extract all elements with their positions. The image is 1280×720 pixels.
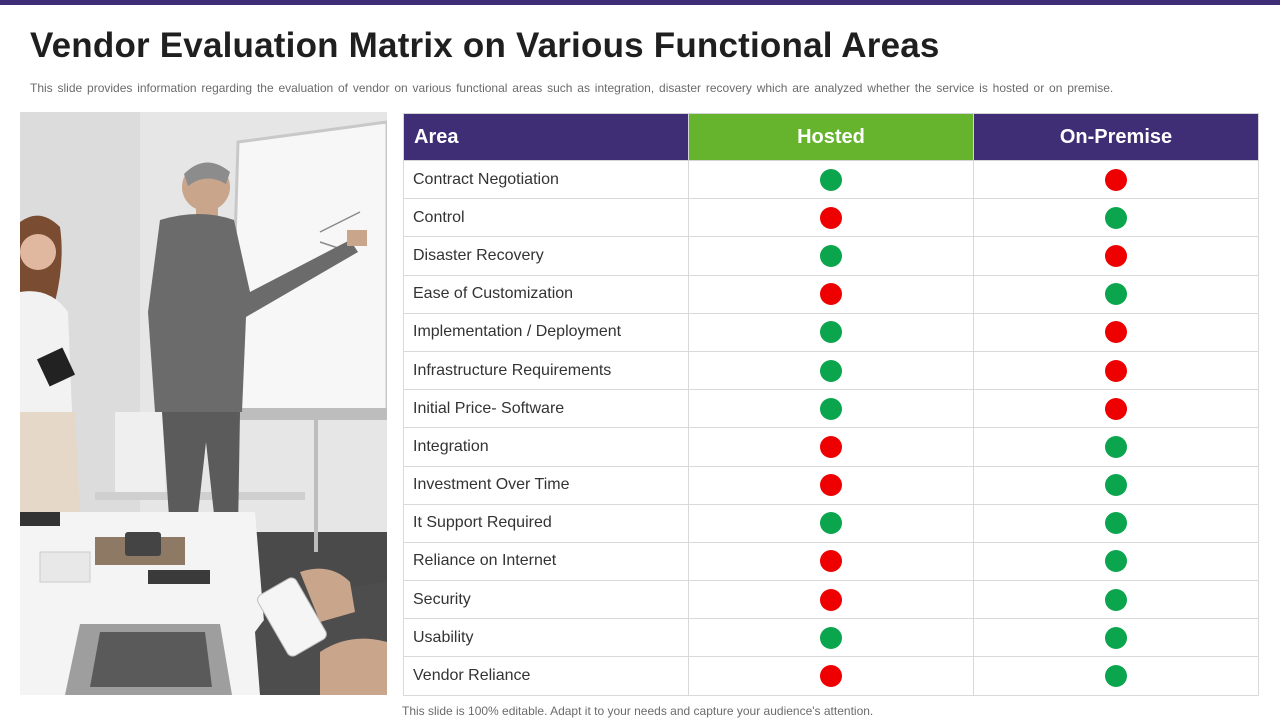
area-cell: Implementation / Deployment <box>403 312 689 352</box>
green-status-dot-icon <box>820 321 842 344</box>
table-row: Vendor Reliance <box>403 656 1259 696</box>
hosted-cell <box>688 389 974 429</box>
green-status-dot-icon <box>1105 474 1127 497</box>
red-status-dot-icon <box>1105 359 1127 382</box>
table-body: Contract Negotiation Control Disaster Reco… <box>403 159 1259 696</box>
green-status-dot-icon <box>1105 435 1127 458</box>
top-accent-bar <box>0 0 1280 5</box>
hosted-cell <box>688 541 974 582</box>
red-status-dot-icon <box>1105 397 1127 420</box>
table-row: It Support Required <box>403 503 1259 543</box>
header-area: Area <box>403 113 689 161</box>
on-premise-cell <box>973 656 1259 696</box>
green-status-dot-icon <box>820 397 842 420</box>
table-row: Usability <box>403 618 1259 658</box>
area-cell: Integration <box>403 427 689 467</box>
area-cell: It Support Required <box>403 503 689 543</box>
hosted-cell <box>688 465 974 505</box>
on-premise-cell <box>973 198 1259 238</box>
presentation-photo <box>20 112 387 695</box>
red-status-dot-icon <box>820 435 842 458</box>
area-cell: Ease of Customization <box>403 274 689 314</box>
table-row: Investment Over Time <box>403 465 1259 505</box>
on-premise-cell <box>973 541 1259 582</box>
area-cell: Control <box>403 198 689 238</box>
table-row: Reliance on Internet <box>403 541 1259 582</box>
area-cell: Initial Price- Software <box>403 389 689 429</box>
red-status-dot-icon <box>820 665 842 688</box>
table-row: Contract Negotiation <box>403 159 1259 200</box>
red-status-dot-icon <box>1105 168 1127 191</box>
header-hosted: Hosted <box>688 113 974 161</box>
on-premise-cell <box>973 580 1259 620</box>
area-cell: Contract Negotiation <box>403 159 689 200</box>
green-status-dot-icon <box>820 626 842 649</box>
area-cell: Security <box>403 580 689 620</box>
on-premise-cell <box>973 503 1259 543</box>
hosted-cell <box>688 274 974 314</box>
red-status-dot-icon <box>820 588 842 611</box>
area-cell: Reliance on Internet <box>403 541 689 582</box>
on-premise-cell <box>973 427 1259 467</box>
hosted-cell <box>688 350 974 391</box>
table-row: Integration <box>403 427 1259 467</box>
table-row: Implementation / Deployment <box>403 312 1259 352</box>
table-row: Disaster Recovery <box>403 236 1259 276</box>
green-status-dot-icon <box>820 168 842 191</box>
table-row: Ease of Customization <box>403 274 1259 314</box>
on-premise-cell <box>973 274 1259 314</box>
green-status-dot-icon <box>1105 550 1127 573</box>
green-status-dot-icon <box>820 359 842 382</box>
green-status-dot-icon <box>1105 206 1127 229</box>
hosted-cell <box>688 656 974 696</box>
area-cell: Vendor Reliance <box>403 656 689 696</box>
area-cell: Usability <box>403 618 689 658</box>
on-premise-cell <box>973 618 1259 658</box>
header-on-premise: On-Premise <box>973 113 1259 161</box>
on-premise-cell <box>973 350 1259 391</box>
hosted-cell <box>688 427 974 467</box>
green-status-dot-icon <box>1105 283 1127 306</box>
on-premise-cell <box>973 236 1259 276</box>
red-status-dot-icon <box>1105 321 1127 344</box>
table-header-row: Area Hosted On-Premise <box>403 113 1259 161</box>
table-row: Security <box>403 580 1259 620</box>
table-row: Initial Price- Software <box>403 389 1259 429</box>
slide-title: Vendor Evaluation Matrix on Various Func… <box>30 26 940 65</box>
green-status-dot-icon <box>820 512 842 535</box>
on-premise-cell <box>973 389 1259 429</box>
area-cell: Investment Over Time <box>403 465 689 505</box>
red-status-dot-icon <box>820 550 842 573</box>
hosted-cell <box>688 312 974 352</box>
green-status-dot-icon <box>1105 588 1127 611</box>
hosted-cell <box>688 159 974 200</box>
hosted-cell <box>688 198 974 238</box>
red-status-dot-icon <box>1105 244 1127 267</box>
area-cell: Infrastructure Requirements <box>403 350 689 391</box>
green-status-dot-icon <box>820 244 842 267</box>
red-status-dot-icon <box>820 474 842 497</box>
slide-subtitle: This slide provides information regardin… <box>30 81 1114 95</box>
hosted-cell <box>688 618 974 658</box>
table-row: Control <box>403 198 1259 238</box>
on-premise-cell <box>973 465 1259 505</box>
green-status-dot-icon <box>1105 512 1127 535</box>
footer-note: This slide is 100% editable. Adapt it to… <box>402 704 874 718</box>
on-premise-cell <box>973 159 1259 200</box>
red-status-dot-icon <box>820 206 842 229</box>
area-cell: Disaster Recovery <box>403 236 689 276</box>
red-status-dot-icon <box>820 283 842 306</box>
hosted-cell <box>688 503 974 543</box>
hosted-cell <box>688 236 974 276</box>
green-status-dot-icon <box>1105 665 1127 688</box>
green-status-dot-icon <box>1105 626 1127 649</box>
hosted-cell <box>688 580 974 620</box>
table-row: Infrastructure Requirements <box>403 350 1259 391</box>
on-premise-cell <box>973 312 1259 352</box>
vendor-evaluation-table: Area Hosted On-Premise Contract Negotiat… <box>403 113 1259 696</box>
